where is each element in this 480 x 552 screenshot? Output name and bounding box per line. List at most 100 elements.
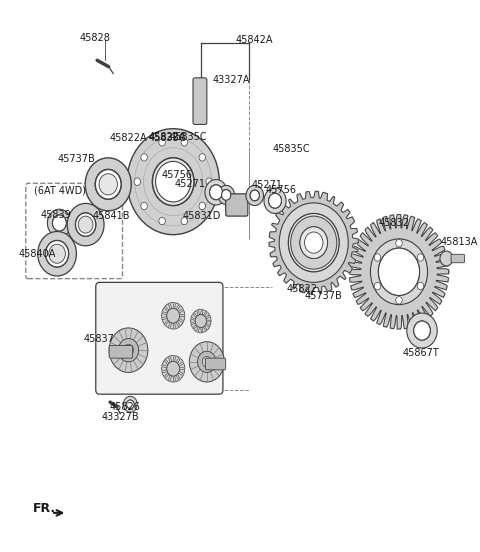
Circle shape: [222, 190, 231, 200]
Circle shape: [378, 248, 420, 295]
Polygon shape: [168, 322, 172, 328]
Text: 45822A: 45822A: [149, 132, 186, 142]
Circle shape: [159, 217, 165, 225]
Circle shape: [96, 169, 121, 199]
Text: 45835C: 45835C: [170, 132, 207, 142]
Circle shape: [46, 241, 69, 267]
Circle shape: [304, 232, 323, 253]
Polygon shape: [176, 374, 180, 380]
Circle shape: [269, 193, 281, 208]
Circle shape: [191, 309, 211, 333]
Circle shape: [417, 282, 424, 290]
Polygon shape: [191, 317, 196, 320]
Polygon shape: [178, 318, 184, 323]
Text: 45839: 45839: [40, 210, 71, 220]
Text: 45840A: 45840A: [19, 249, 56, 259]
FancyBboxPatch shape: [96, 283, 223, 394]
Circle shape: [75, 213, 96, 236]
Polygon shape: [180, 315, 185, 317]
Polygon shape: [162, 316, 168, 320]
Circle shape: [210, 185, 223, 200]
Text: 45822A: 45822A: [109, 133, 147, 143]
Circle shape: [396, 240, 402, 247]
Circle shape: [414, 321, 430, 340]
Text: 45756: 45756: [162, 171, 192, 181]
Text: 45835C: 45835C: [272, 144, 310, 154]
Circle shape: [181, 217, 188, 225]
Circle shape: [199, 153, 205, 161]
Circle shape: [109, 328, 148, 373]
FancyBboxPatch shape: [226, 194, 248, 216]
Text: 45813A: 45813A: [441, 237, 478, 247]
Text: 45835C: 45835C: [149, 133, 186, 143]
Text: 43327A: 43327A: [212, 75, 250, 85]
Wedge shape: [48, 209, 72, 237]
Wedge shape: [38, 231, 76, 276]
Wedge shape: [264, 188, 286, 214]
Wedge shape: [205, 179, 227, 205]
Circle shape: [167, 362, 180, 376]
Wedge shape: [218, 185, 234, 204]
Circle shape: [198, 351, 216, 373]
Circle shape: [162, 302, 185, 329]
Circle shape: [374, 282, 381, 290]
Circle shape: [52, 215, 66, 231]
Polygon shape: [205, 315, 210, 319]
Polygon shape: [168, 375, 172, 381]
Polygon shape: [205, 323, 210, 327]
Text: 45826: 45826: [109, 402, 140, 412]
Polygon shape: [204, 326, 207, 331]
Polygon shape: [201, 327, 203, 333]
Polygon shape: [178, 371, 184, 376]
Text: 45756: 45756: [266, 185, 297, 195]
Polygon shape: [162, 365, 168, 368]
Polygon shape: [164, 359, 169, 365]
Circle shape: [141, 153, 147, 161]
Circle shape: [167, 309, 180, 323]
Wedge shape: [291, 216, 337, 269]
Polygon shape: [176, 321, 180, 327]
Polygon shape: [162, 312, 168, 315]
Circle shape: [181, 139, 188, 146]
Circle shape: [159, 139, 165, 146]
Polygon shape: [168, 303, 172, 309]
Wedge shape: [279, 203, 348, 283]
Text: 45828: 45828: [79, 33, 110, 43]
Polygon shape: [176, 304, 180, 310]
Polygon shape: [178, 362, 184, 367]
Wedge shape: [123, 396, 137, 412]
Text: 45822: 45822: [286, 284, 317, 294]
Text: 45271: 45271: [174, 179, 205, 189]
Text: (6AT 4WD): (6AT 4WD): [34, 185, 85, 195]
Polygon shape: [197, 310, 200, 315]
Circle shape: [156, 161, 191, 202]
Polygon shape: [193, 325, 197, 330]
Wedge shape: [127, 129, 219, 235]
Polygon shape: [180, 368, 185, 370]
Text: FR.: FR.: [33, 502, 56, 515]
Circle shape: [127, 400, 134, 408]
Polygon shape: [201, 310, 203, 315]
Circle shape: [396, 296, 402, 304]
Polygon shape: [164, 373, 169, 378]
Polygon shape: [162, 369, 168, 373]
Polygon shape: [164, 306, 169, 312]
Circle shape: [162, 355, 185, 382]
Polygon shape: [197, 327, 200, 332]
Wedge shape: [371, 239, 428, 305]
Wedge shape: [85, 158, 131, 211]
Text: 45737B: 45737B: [58, 155, 96, 164]
FancyBboxPatch shape: [451, 254, 465, 263]
Polygon shape: [269, 191, 359, 294]
Circle shape: [119, 338, 139, 362]
Circle shape: [202, 357, 211, 367]
Circle shape: [195, 315, 206, 327]
Circle shape: [300, 227, 327, 258]
Circle shape: [189, 342, 224, 382]
Circle shape: [99, 174, 118, 195]
Wedge shape: [407, 313, 437, 348]
Circle shape: [123, 344, 133, 356]
Polygon shape: [176, 357, 180, 363]
Circle shape: [141, 202, 147, 210]
Polygon shape: [173, 323, 175, 329]
